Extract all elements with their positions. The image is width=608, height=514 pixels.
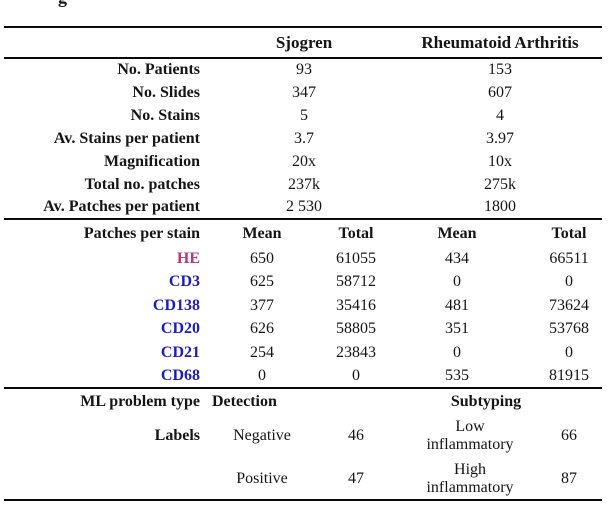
value-cell: 535 [445,366,470,384]
value-cell: 481 [445,296,470,314]
clipped-caption-letter: g [58,0,98,8]
value-cell: 35416 [336,296,376,314]
label-cell: Negative [233,427,291,444]
table-row: No. Patients 93 153 [4,58,602,81]
row-label: Labels [154,427,200,444]
value-cell: 607 [488,83,513,101]
value-cell: 377 [250,296,274,314]
disease-group-header-sjogren: Sjogren [275,32,333,52]
table-row-stain: CD21 254 23843 0 0 [4,341,602,365]
dataset-statistics-table: Sjogren Rheumatoid Arthritis No. Patient… [4,26,603,501]
ml-detection-header: Detection [212,392,277,410]
value-cell: 0 [565,343,574,361]
value-cell: 351 [445,320,470,338]
count-cell: 46 [348,427,364,444]
value-cell: 20x [292,152,316,170]
table-row-stain: HE 650 61055 434 66511 [4,247,602,271]
table-row: No. Slides 347 607 [4,81,602,104]
label-cell: Low inflammatory [426,418,514,453]
row-label: Av. Stains per patient [53,129,200,147]
table-row-header: Sjogren Rheumatoid Arthritis [4,27,603,58]
value-cell: 23843 [336,343,376,361]
value-cell: 0 [565,273,574,291]
value-cell: 625 [250,273,274,291]
row-label: Av. Patches per patient [43,198,200,215]
section-label: ML problem type [80,392,200,410]
row-label: Total no. patches [84,175,200,193]
table-row-ml-header: ML problem type Detection Subtyping [4,388,603,414]
value-cell: 73624 [549,296,590,314]
stain-label: CD3 [168,273,200,291]
row-label: No. Stains [130,106,200,124]
stain-label: CD68 [160,366,200,384]
count-cell: 66 [561,427,578,444]
clipped-caption-fragment: g [58,0,98,8]
table-row-labels: Labels Negative 46 Low inflammatory 66 [4,414,602,458]
table-row-stain: CD20 626 58805 351 53768 [4,318,602,342]
table-row-stain: CD68 0 0 535 81915 [4,365,602,389]
count-cell: 47 [348,469,364,487]
value-cell: 650 [250,249,274,267]
value-cell: 4 [496,106,505,124]
table-row: Total no. patches 237k 275k [4,173,602,196]
value-cell: 66511 [549,249,589,267]
value-cell: 0 [453,343,462,361]
value-cell: 61055 [336,249,376,267]
value-cell: 58712 [336,273,376,291]
value-cell: 626 [250,320,274,338]
column-header-total-sjogren: Total [338,224,374,242]
row-label: Magnification [104,152,200,170]
table-row: Magnification 20x 10x [4,150,602,173]
empty-corner-cell [4,27,210,58]
stain-label: HE [176,249,200,267]
value-cell: 0 [453,273,462,291]
table-row: No. Stains 5 4 [4,104,602,127]
value-cell: 10x [488,152,513,170]
empty-cell [4,458,210,500]
value-cell: 237k [288,175,320,193]
row-label: No. Slides [132,83,200,101]
column-header-mean-sjogren: Mean [242,224,282,242]
value-cell: 93 [296,61,312,78]
value-cell: 3.7 [294,129,314,147]
table-row-stain: CD3 625 58712 0 0 [4,271,602,295]
table-row-stains-header: Patches per stain Mean Total Mean Total [4,219,603,247]
ml-subtyping-header: Subtyping [450,392,522,410]
value-cell: 434 [445,249,470,267]
value-cell: 53768 [549,320,590,338]
column-header-total-rheumatoid: Total [551,224,587,242]
table-row: Av. Stains per patient 3.7 3.97 [4,127,602,150]
label-cell: High inflammatory [426,460,514,496]
row-label: No. Patients [117,61,200,78]
value-cell: 58805 [336,320,376,338]
label-cell: Positive [236,469,288,487]
value-cell: 254 [250,343,274,361]
column-header-mean-rheumatoid: Mean [437,224,477,242]
value-cell: 5 [300,106,308,124]
table-row-labels: Positive 47 High inflammatory 87 [4,458,603,500]
stain-label: CD20 [160,320,200,338]
value-cell: 153 [488,61,513,78]
value-cell: 0 [258,366,266,384]
value-cell: 81915 [549,366,590,384]
value-cell: 347 [292,83,316,101]
value-cell: 0 [352,366,360,384]
table-row-stain: CD138 377 35416 481 73624 [4,294,602,318]
table-row: Av. Patches per patient 2 530 1800 [4,196,602,219]
stain-label: CD138 [152,296,200,314]
value-cell: 3.97 [486,129,515,147]
value-cell: 2 530 [286,198,322,215]
count-cell: 87 [561,469,578,487]
section-label: Patches per stain [83,224,200,242]
disease-group-header-rheumatoid: Rheumatoid Arthritis [421,32,579,52]
value-cell: 1800 [484,198,517,215]
value-cell: 275k [484,175,517,193]
stain-label: CD21 [160,343,200,361]
